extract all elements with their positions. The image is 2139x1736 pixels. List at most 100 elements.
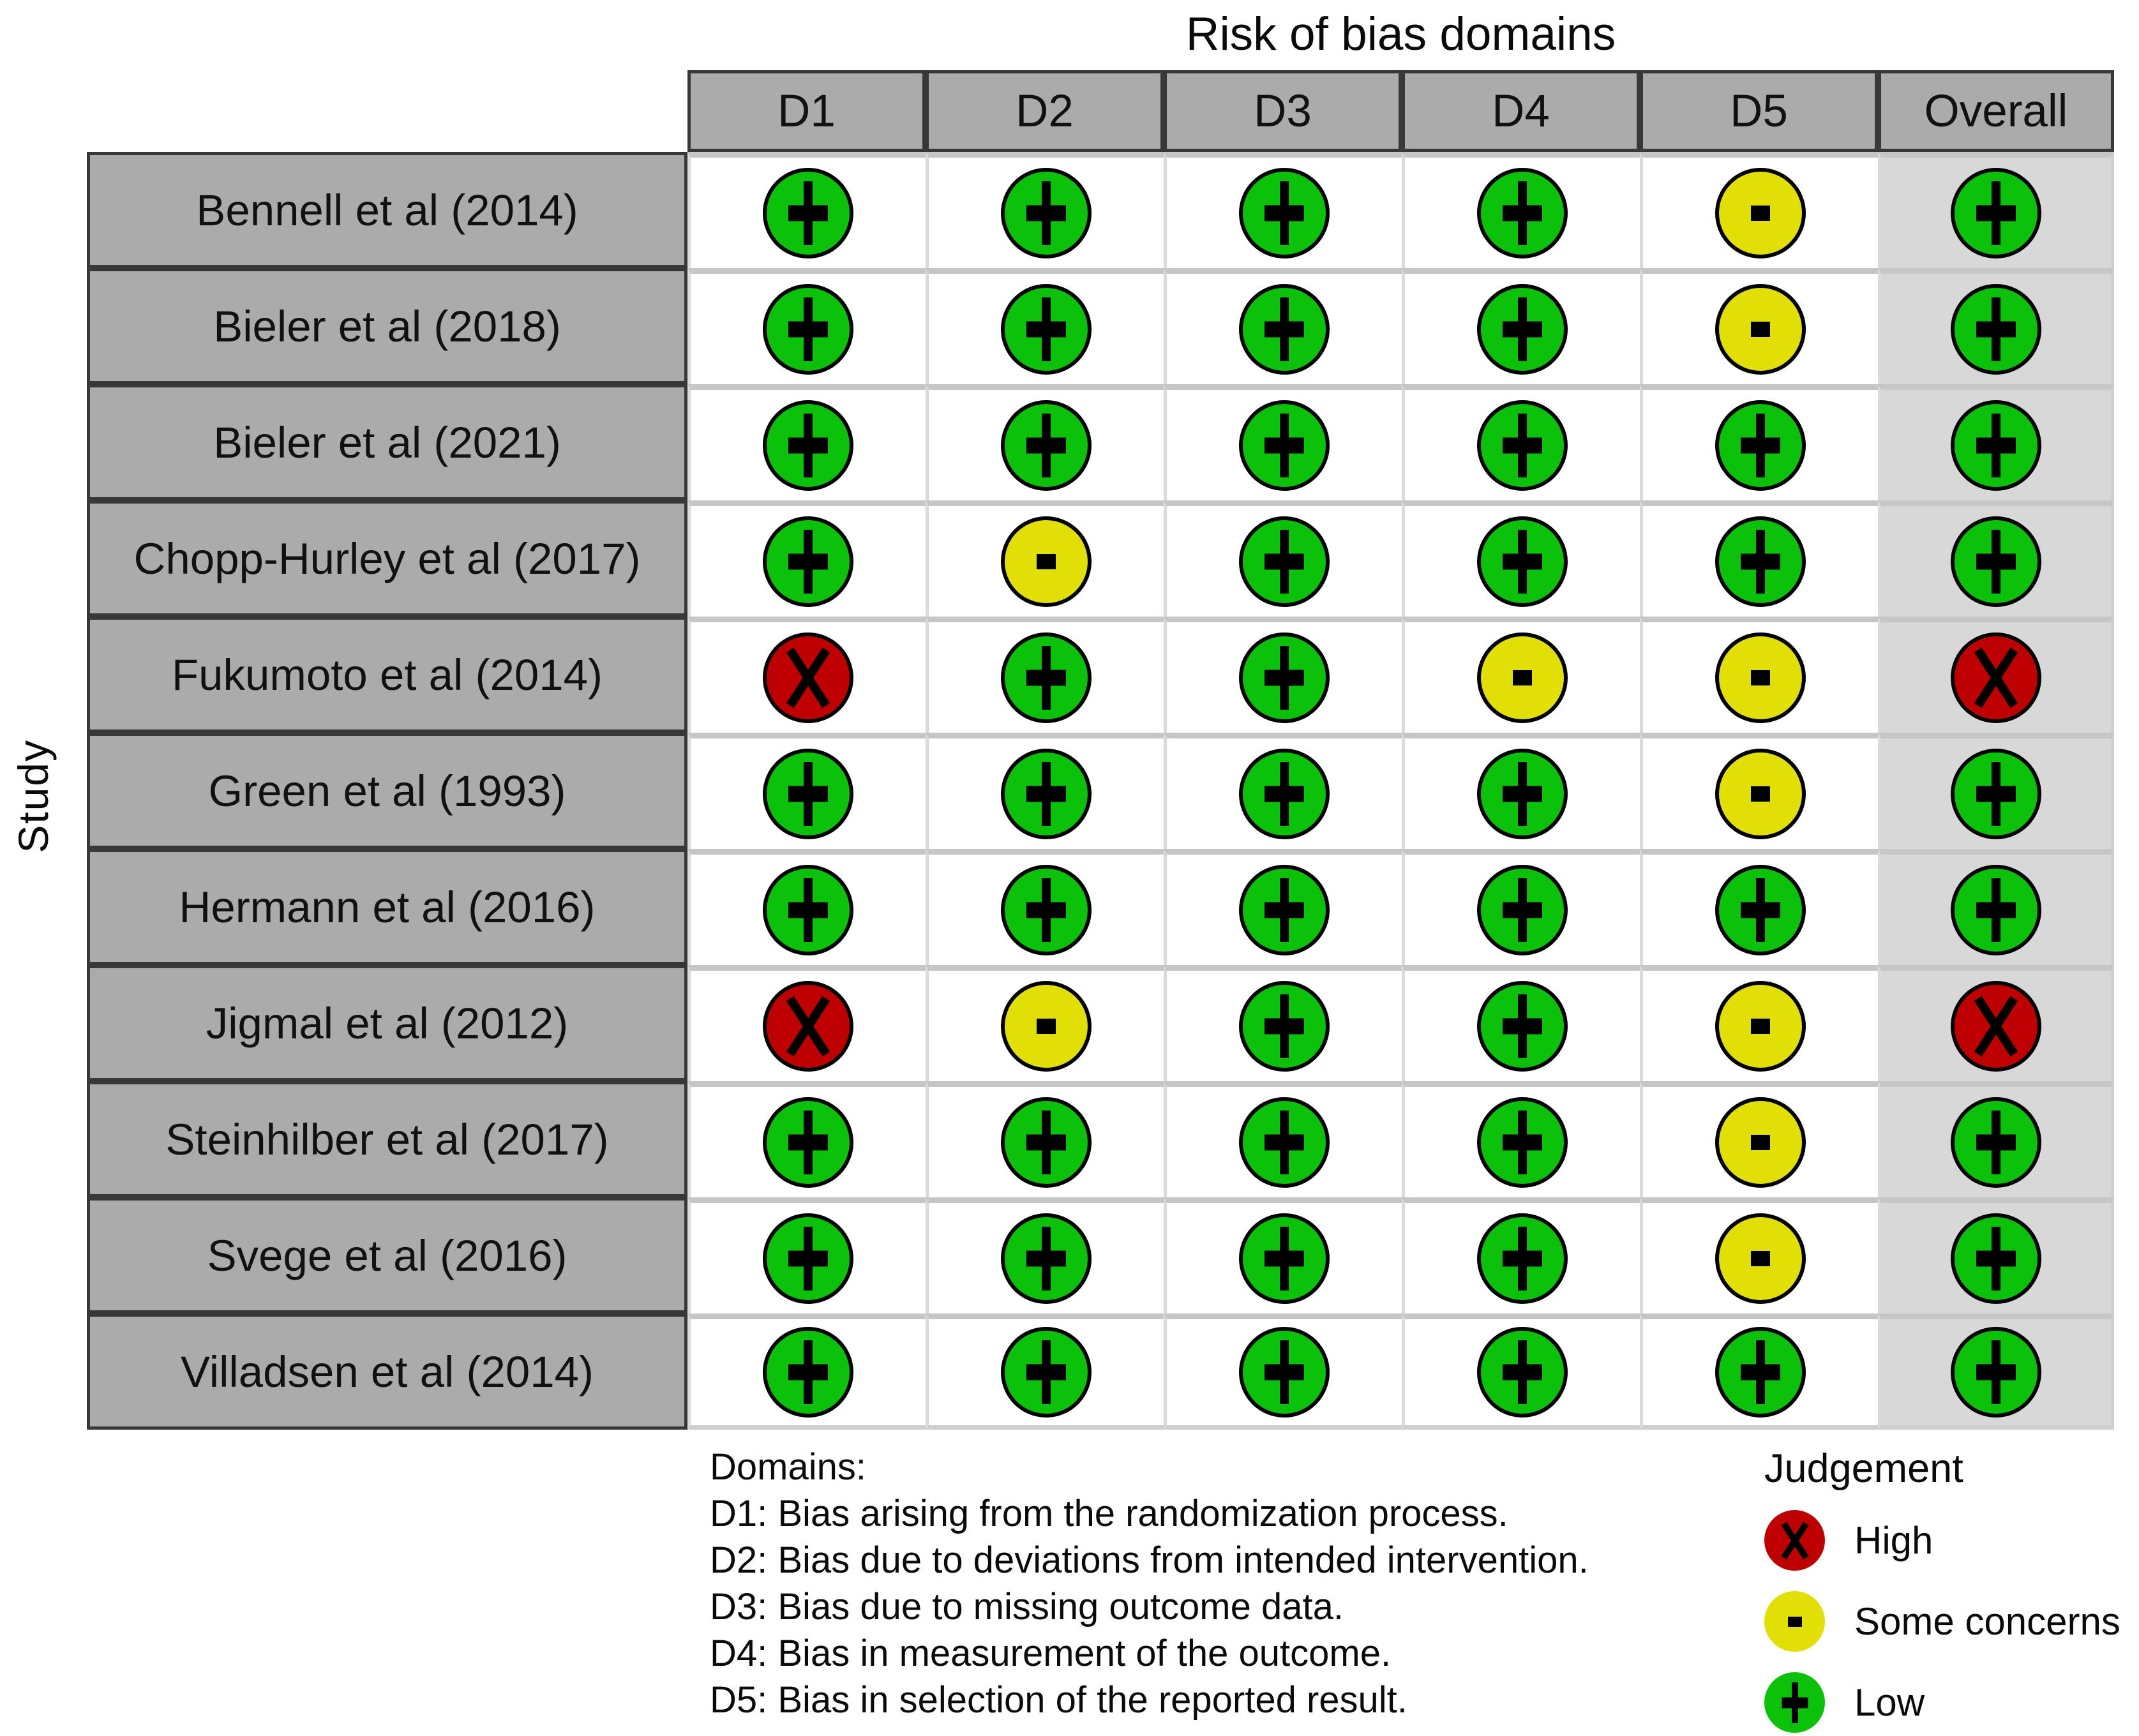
plus-horizontal-bar [788, 1134, 828, 1150]
judgement-cell-d5 [1640, 152, 1878, 268]
plus-icon [1719, 404, 1802, 487]
plus-horizontal-bar [1976, 786, 2016, 802]
judgement-cell-overall [1878, 965, 2114, 1081]
plus-horizontal-bar [1026, 670, 1066, 685]
plus-horizontal-bar [1026, 321, 1066, 337]
plus-horizontal-bar [788, 553, 828, 569]
low-risk-icon [1951, 1327, 2041, 1418]
judgement-cell-d5 [1640, 1313, 1878, 1430]
plus-icon [1955, 1331, 2038, 1414]
low-risk-icon [1477, 283, 1568, 375]
judgement-cell-d4 [1402, 733, 1640, 849]
judgement-cell-d2 [926, 849, 1164, 965]
judgement-cell-d3 [1164, 384, 1402, 500]
plus-icon [767, 520, 850, 603]
judgement-cell-d5 [1640, 384, 1878, 500]
high-risk-icon [1951, 632, 2041, 723]
low-risk-icon [1239, 864, 1330, 955]
some-concerns-icon [1715, 632, 1806, 723]
legend-title: Judgement [1764, 1446, 1963, 1491]
judgement-cell-d1 [687, 384, 926, 500]
low-risk-icon [1477, 167, 1568, 258]
plus-icon [1955, 404, 2038, 487]
minus-icon [1005, 520, 1088, 603]
study-label: Bieler et al (2018) [87, 268, 687, 384]
plus-icon [1243, 1101, 1326, 1184]
low-risk-icon [763, 864, 853, 955]
plus-icon [1481, 1217, 1564, 1300]
judgement-cell-d1 [687, 268, 926, 384]
low-risk-icon [1715, 400, 1806, 491]
judgement-cell-d2 [926, 384, 1164, 500]
judgement-cell-d3 [1164, 617, 1402, 733]
plus-horizontal-bar [1265, 1134, 1304, 1150]
high-risk-icon [763, 632, 853, 723]
judgement-cell-overall [1878, 617, 2114, 733]
low-risk-icon [1239, 283, 1330, 375]
plus-horizontal-bar [1976, 553, 2016, 569]
minus-icon [1719, 752, 1802, 835]
plus-icon [1243, 404, 1326, 487]
plus-horizontal-bar [1976, 1364, 2016, 1381]
domains-key-line-d3: D3: Bias due to missing outcome data. [710, 1586, 1344, 1627]
study-label: Svege et al (2016) [87, 1197, 687, 1313]
judgement-cell-d4 [1402, 965, 1640, 1081]
low-risk-icon [1477, 400, 1568, 491]
column-header-overall: Overall [1878, 70, 2114, 152]
legend-item-low: Low [1764, 1672, 2120, 1733]
low-risk-icon [763, 283, 853, 375]
low-risk-icon [1951, 283, 2041, 375]
low-risk-icon [1239, 400, 1330, 491]
domains-key-heading: Domains: [710, 1446, 866, 1488]
judgement-cell-overall [1878, 849, 2114, 965]
legend-label-high: High [1854, 1519, 1933, 1562]
plus-horizontal-bar [1026, 902, 1066, 918]
low-risk-icon [763, 1213, 853, 1304]
domains-key: Domains: D1: Bias arising from the rando… [710, 1444, 1589, 1723]
domains-key-line-d1: D1: Bias arising from the randomization … [710, 1493, 1508, 1534]
plus-icon [1005, 288, 1088, 371]
plus-horizontal-bar [1976, 1134, 2016, 1150]
domains-key-line-d5: D5: Bias in selection of the reported re… [710, 1679, 1407, 1721]
judgement-cell-d1 [687, 617, 926, 733]
plus-icon [1955, 288, 2038, 371]
plus-icon [767, 1331, 850, 1414]
some-concerns-icon [1715, 283, 1806, 375]
judgement-cell-d5 [1640, 1197, 1878, 1313]
plus-icon [1005, 869, 1088, 952]
judgement-cell-d2 [926, 152, 1164, 268]
low-risk-icon [1951, 1213, 2041, 1304]
domains-key-line-d2: D2: Bias due to deviations from intended… [710, 1539, 1589, 1581]
judgement-cell-d5 [1640, 733, 1878, 849]
plus-icon [1719, 869, 1802, 952]
some-concerns-icon [1477, 632, 1568, 723]
judgement-cell-d3 [1164, 733, 1402, 849]
x-icon [767, 636, 850, 719]
plus-icon [1955, 1217, 2038, 1300]
minus-bar [1751, 1134, 1770, 1150]
plus-horizontal-bar [1503, 321, 1542, 337]
judgement-cell-d3 [1164, 965, 1402, 1081]
plus-icon [1955, 869, 2038, 952]
plus-icon [1764, 1672, 1825, 1733]
judgement-cell-d3 [1164, 1313, 1402, 1430]
study-label: Hermann et al (2016) [87, 849, 687, 965]
column-header-d2: D2 [926, 70, 1164, 152]
study-label: Bennell et al (2014) [87, 152, 687, 268]
low-risk-icon [1477, 1096, 1568, 1188]
judgement-cell-overall [1878, 1081, 2114, 1197]
low-risk-icon [763, 400, 853, 491]
minus-bar [1751, 1250, 1770, 1266]
plus-horizontal-bar [1503, 1364, 1542, 1381]
judgement-cell-d4 [1402, 268, 1640, 384]
plus-horizontal-bar [1976, 321, 2016, 337]
plus-horizontal-bar [1503, 205, 1542, 221]
plus-icon [1243, 985, 1326, 1068]
low-risk-icon [1001, 864, 1092, 955]
low-risk-icon [1477, 516, 1568, 607]
plus-horizontal-bar [788, 437, 828, 453]
plus-icon [1481, 172, 1564, 255]
plus-icon [1005, 1217, 1088, 1300]
low-risk-icon [1001, 1096, 1092, 1188]
minus-icon [1719, 172, 1802, 255]
